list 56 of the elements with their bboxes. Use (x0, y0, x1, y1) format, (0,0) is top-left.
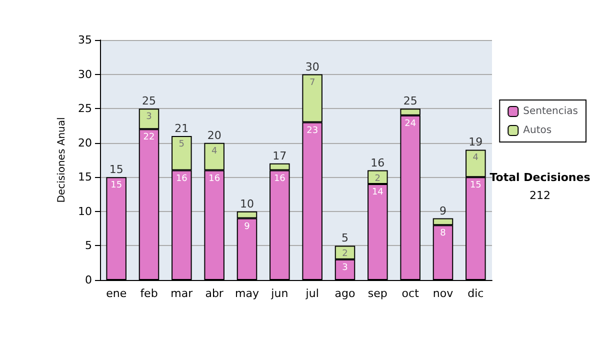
annotation: Total Decisiones (490, 171, 591, 184)
data-label: 15 (470, 180, 482, 191)
x-tick-label: abr (205, 287, 224, 300)
total-label: 5 (342, 232, 348, 245)
y-tick-label: 25 (78, 102, 92, 116)
data-label: 3 (146, 112, 152, 122)
x-tick-label: feb (140, 287, 158, 300)
y-tick-label: 15 (78, 170, 92, 184)
total-label: 9 (440, 204, 446, 218)
y-tick-label: 30 (78, 68, 92, 81)
data-label: 16 (208, 174, 220, 184)
x-tick-label: jun (270, 287, 288, 300)
data-label: 3 (342, 262, 348, 273)
legend-label: Sentencias (523, 106, 578, 117)
total-label: 25 (142, 94, 156, 108)
data-label: 8 (440, 228, 446, 239)
data-label: 16 (274, 174, 286, 184)
x-tick-label: may (235, 287, 260, 300)
x-tick-label: ago (334, 287, 356, 300)
data-label: 16 (176, 174, 188, 184)
data-label: 2 (342, 249, 348, 260)
total-label: 15 (109, 163, 124, 176)
y-tick-label: 5 (85, 239, 92, 252)
data-label: 23 (306, 126, 318, 136)
x-tick-label: nov (432, 287, 454, 300)
total-label: 25 (403, 94, 418, 108)
y-tick-label: 10 (78, 204, 92, 218)
total-label: 19 (468, 136, 483, 149)
data-label: 15 (110, 180, 122, 191)
total-label: 21 (174, 122, 189, 135)
total-label: 16 (370, 156, 385, 170)
data-label: 5 (178, 140, 185, 150)
x-tick-label: mar (170, 287, 194, 300)
x-tick-label: jul (304, 287, 319, 300)
total-label: 20 (207, 128, 222, 142)
data-label: 9 (244, 222, 250, 232)
data-label: 4 (211, 146, 218, 156)
x-tick-label: oct (402, 287, 420, 300)
total-label: 17 (272, 149, 287, 162)
data-label: 2 (374, 174, 381, 184)
text: 212 (530, 189, 550, 202)
data-label: 14 (372, 188, 384, 198)
y-tick-label: 0 (85, 274, 92, 286)
x-tick-label: sep (368, 287, 388, 300)
data-label: 24 (404, 118, 416, 129)
data-label: 7 (309, 78, 316, 88)
data-label: 22 (143, 132, 155, 143)
y-axis-title: Decisiones Anual (56, 117, 68, 203)
y-tick-label: 35 (78, 34, 92, 46)
data-label: 4 (472, 153, 479, 164)
total-label: 10 (240, 197, 254, 210)
y-tick-label: 20 (78, 136, 92, 150)
legend-label: Autos (523, 125, 552, 136)
x-tick-label: dic (468, 287, 484, 300)
x-tick-label: ene (106, 287, 127, 300)
total-label: 30 (305, 60, 320, 74)
